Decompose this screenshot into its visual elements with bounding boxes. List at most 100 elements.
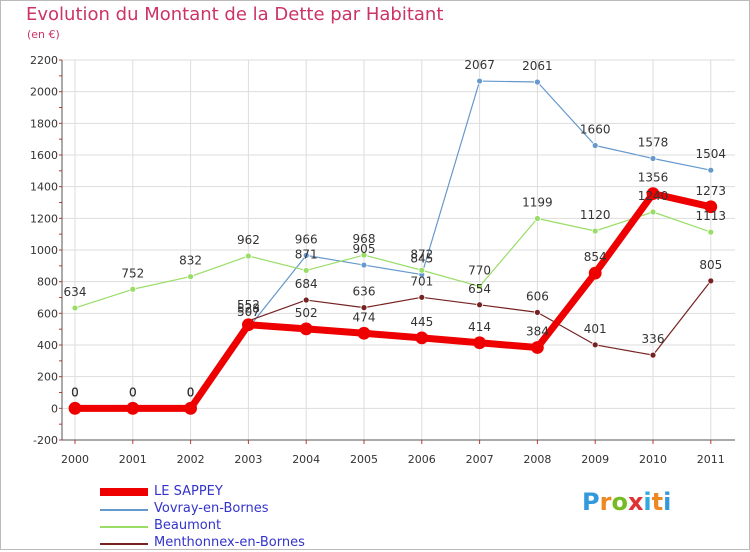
data-label-beaumont: 872 [410, 247, 433, 261]
y-tick-label: 800 [37, 276, 58, 289]
y-tick-label: -200 [33, 434, 58, 447]
y-tick-label: 1200 [30, 212, 58, 225]
data-point-le-sappey [299, 322, 313, 336]
data-point-menthonnex-en-bornes [707, 277, 715, 285]
data-label-beaumont: 1240 [638, 189, 669, 203]
data-label-menthonnex-en-bornes: 636 [353, 285, 376, 299]
logo-letter: i [663, 488, 672, 516]
logo-letter: i [643, 488, 652, 516]
data-label-vovray-en-bornes: 905 [353, 242, 376, 256]
data-point-beaumont [418, 266, 426, 274]
data-label-beaumont: 634 [64, 285, 87, 299]
x-tick-label: 2011 [697, 453, 725, 466]
y-tick-label: 400 [37, 339, 58, 352]
data-point-beaumont [302, 267, 310, 274]
x-tick-label: 2002 [177, 453, 205, 466]
data-label-beaumont: 752 [121, 266, 144, 280]
data-label-vovray-en-bornes: 1578 [638, 135, 669, 149]
y-tick-label: 1400 [30, 181, 58, 194]
data-label-menthonnex-en-bornes: 0 [71, 385, 79, 399]
data-point-beaumont [187, 273, 195, 281]
x-tick-label: 2003 [234, 453, 262, 466]
data-label-vovray-en-bornes: 966 [295, 232, 318, 246]
data-label-vovray-en-bornes: 0 [129, 385, 137, 399]
data-point-menthonnex-en-bornes [591, 341, 599, 349]
data-point-menthonnex-en-bornes [418, 293, 426, 301]
data-label-beaumont: 832 [179, 254, 202, 268]
data-label-menthonnex-en-bornes: 684 [295, 277, 318, 291]
data-labels: 0 0 0 507 966 905 845 2067 2061 1660 1578 1504 634 75… [64, 58, 727, 399]
data-point-menthonnex-en-bornes [534, 308, 541, 316]
grid [62, 59, 735, 441]
series-line-beaumont [74, 211, 712, 309]
data-point-le-sappey [473, 336, 487, 350]
data-label-beaumont: 1199 [522, 195, 553, 209]
legend-swatch [100, 488, 148, 496]
data-label-vovray-en-bornes: 845 [410, 252, 433, 266]
data-point-le-sappey [241, 318, 255, 332]
series-layer [68, 77, 718, 415]
data-point-beaumont [476, 283, 484, 290]
axes: -200020040060080010001200140016001800200… [30, 54, 735, 466]
x-tick-label: 2004 [292, 453, 320, 466]
logo-letter: t [651, 488, 664, 516]
data-point-menthonnex-en-bornes [649, 351, 657, 359]
data-point-le-sappey [704, 200, 718, 214]
data-point-vovray-en-bornes [534, 78, 541, 86]
data-label-menthonnex-en-bornes: 805 [699, 258, 722, 272]
data-point-vovray-en-bornes [360, 261, 368, 269]
logo-letter: r [599, 488, 612, 516]
y-tick-label: 600 [37, 307, 58, 320]
legend-swatch [100, 543, 148, 545]
data-point-vovray-en-bornes [591, 142, 599, 149]
data-label-vovray-en-bornes: 1660 [580, 123, 611, 137]
logo-letter: o [611, 488, 628, 516]
legend-swatch [100, 526, 148, 528]
data-label-vovray-en-bornes: 0 [71, 385, 79, 399]
data-label-le-sappey: 1273 [696, 184, 727, 198]
x-tick-label: 2010 [639, 453, 667, 466]
data-point-le-sappey [68, 401, 82, 415]
data-label-beaumont: 1120 [580, 208, 611, 222]
data-point-le-sappey [415, 331, 429, 345]
x-tick-label: 2008 [523, 453, 551, 466]
data-point-menthonnex-en-bornes [360, 304, 368, 312]
x-tick-label: 2009 [581, 453, 609, 466]
data-label-beaumont: 962 [237, 233, 260, 247]
data-label-le-sappey: 445 [410, 315, 433, 329]
data-label-le-sappey: 1356 [638, 171, 669, 185]
data-label-le-sappey: 528 [237, 302, 260, 316]
data-label-le-sappey: 474 [353, 310, 376, 324]
legend-swatch [100, 509, 148, 511]
unit-label: (en €) [27, 28, 60, 41]
x-tick-label: 2007 [466, 453, 494, 466]
data-point-le-sappey [184, 401, 198, 415]
data-label-le-sappey: 854 [584, 250, 607, 264]
data-label-menthonnex-en-bornes: 701 [410, 274, 433, 288]
data-label-menthonnex-en-bornes: 336 [642, 332, 665, 346]
data-point-le-sappey [126, 401, 140, 415]
data-point-vovray-en-bornes [707, 166, 715, 174]
legend-label: Menthonnex-en-Bornes [154, 535, 305, 550]
series-line-le-sappey [71, 190, 715, 412]
y-tick-label: 2000 [30, 86, 58, 99]
legend-label: Vovray-en-Bornes [154, 501, 269, 516]
x-tick-label: 2006 [408, 453, 436, 466]
data-label-beaumont: 1113 [696, 209, 727, 223]
data-point-le-sappey [646, 187, 660, 201]
y-tick-label: 0 [51, 402, 58, 415]
data-label-beaumont: 770 [468, 263, 491, 277]
x-tick-label: 2000 [61, 453, 89, 466]
data-point-beaumont [707, 228, 715, 236]
chart-title: Evolution du Montant de la Dette par Hab… [26, 4, 444, 25]
data-label-menthonnex-en-bornes: 401 [584, 322, 607, 336]
data-point-beaumont [71, 304, 79, 312]
x-tick-label: 2005 [350, 453, 378, 466]
y-tick-label: 1000 [30, 244, 58, 257]
data-label-menthonnex-en-bornes: 0 [187, 385, 195, 399]
data-label-le-sappey: 414 [468, 320, 491, 334]
data-label-vovray-en-bornes: 2061 [522, 59, 553, 73]
data-label-le-sappey: 384 [526, 325, 549, 339]
data-label-vovray-en-bornes: 0 [187, 385, 195, 399]
